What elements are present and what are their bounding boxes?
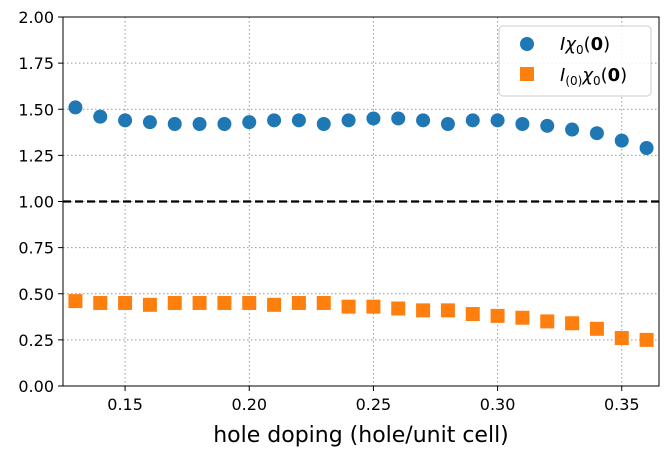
data-point-series-2 bbox=[242, 295, 257, 310]
y-tick-label: 1.25 bbox=[18, 146, 54, 165]
data-point-series-1 bbox=[192, 117, 207, 132]
data-point-series-2 bbox=[465, 307, 480, 322]
data-point-series-1 bbox=[93, 109, 108, 124]
data-point-series-1 bbox=[416, 113, 431, 128]
data-point-series-1 bbox=[118, 113, 133, 128]
data-point-series-2 bbox=[93, 295, 108, 310]
data-point-series-2 bbox=[68, 294, 83, 309]
data-point-series-1 bbox=[540, 118, 555, 133]
data-point-series-2 bbox=[490, 308, 505, 323]
y-tick-label: 0.75 bbox=[18, 239, 54, 258]
y-tick-label: 0.25 bbox=[18, 331, 54, 350]
data-point-series-1 bbox=[68, 100, 83, 115]
data-point-series-2 bbox=[142, 297, 157, 312]
y-tick-label: 1.50 bbox=[18, 100, 54, 119]
legend-entry-2: I(0)χ0(0) bbox=[560, 65, 627, 88]
data-point-series-1 bbox=[267, 113, 282, 128]
data-point-series-1 bbox=[565, 122, 580, 137]
data-point-series-2 bbox=[118, 295, 133, 310]
data-point-series-2 bbox=[440, 303, 455, 318]
x-tick-label: 0.30 bbox=[480, 395, 516, 414]
data-point-series-2 bbox=[341, 299, 356, 314]
data-point-series-1 bbox=[515, 117, 530, 132]
data-point-series-1 bbox=[639, 140, 654, 155]
x-tick-label: 0.25 bbox=[356, 395, 392, 414]
legend-marker-circle bbox=[520, 37, 534, 51]
data-point-series-1 bbox=[465, 113, 480, 128]
y-tick-label: 1.00 bbox=[18, 193, 54, 212]
data-point-series-1 bbox=[440, 117, 455, 132]
data-point-series-1 bbox=[490, 113, 505, 128]
data-point-series-2 bbox=[515, 310, 530, 325]
x-axis-ticks: 0.15 0.20 0.25 0.30 0.35 bbox=[107, 386, 640, 414]
data-point-series-2 bbox=[366, 299, 381, 314]
x-tick-label: 0.15 bbox=[107, 395, 143, 414]
data-point-series-2 bbox=[614, 331, 629, 346]
data-point-series-1 bbox=[316, 117, 331, 132]
y-tick-label: 0.50 bbox=[18, 285, 54, 304]
data-markers bbox=[68, 100, 654, 347]
legend-entry-1: Iχ0(0) bbox=[560, 34, 610, 57]
legend: Iχ0(0) I(0)χ0(0) bbox=[498, 25, 652, 97]
data-point-series-2 bbox=[565, 316, 580, 331]
legend-marker-square bbox=[520, 67, 534, 81]
data-point-series-2 bbox=[391, 301, 406, 316]
data-point-series-2 bbox=[217, 295, 232, 310]
data-point-series-2 bbox=[589, 321, 604, 336]
data-point-series-1 bbox=[217, 117, 232, 132]
data-point-series-2 bbox=[192, 295, 207, 310]
data-point-series-1 bbox=[391, 111, 406, 126]
data-point-series-2 bbox=[416, 303, 431, 318]
data-point-series-2 bbox=[267, 297, 282, 312]
y-tick-label: 2.00 bbox=[18, 8, 54, 27]
data-point-series-1 bbox=[341, 113, 356, 128]
data-point-series-1 bbox=[291, 113, 306, 128]
y-axis-ticks: 0.00 0.25 0.50 0.75 1.00 1.25 1.50 1.75 2.00 bbox=[18, 8, 63, 396]
y-tick-label: 0.00 bbox=[18, 377, 54, 396]
y-tick-label: 1.75 bbox=[18, 54, 54, 73]
data-point-series-2 bbox=[540, 314, 555, 329]
data-point-series-2 bbox=[316, 295, 331, 310]
data-point-series-1 bbox=[614, 133, 629, 148]
data-point-series-1 bbox=[242, 115, 257, 130]
data-point-series-1 bbox=[589, 126, 604, 141]
data-point-series-1 bbox=[366, 111, 381, 126]
legend-box bbox=[498, 25, 652, 97]
data-point-series-2 bbox=[167, 295, 182, 310]
x-axis-label: hole doping (hole/unit cell) bbox=[213, 423, 509, 448]
data-point-series-2 bbox=[291, 295, 306, 310]
x-tick-label: 0.35 bbox=[604, 395, 640, 414]
x-tick-label: 0.20 bbox=[231, 395, 267, 414]
data-point-series-2 bbox=[639, 332, 654, 347]
data-point-series-1 bbox=[142, 115, 157, 130]
data-point-series-1 bbox=[167, 117, 182, 132]
